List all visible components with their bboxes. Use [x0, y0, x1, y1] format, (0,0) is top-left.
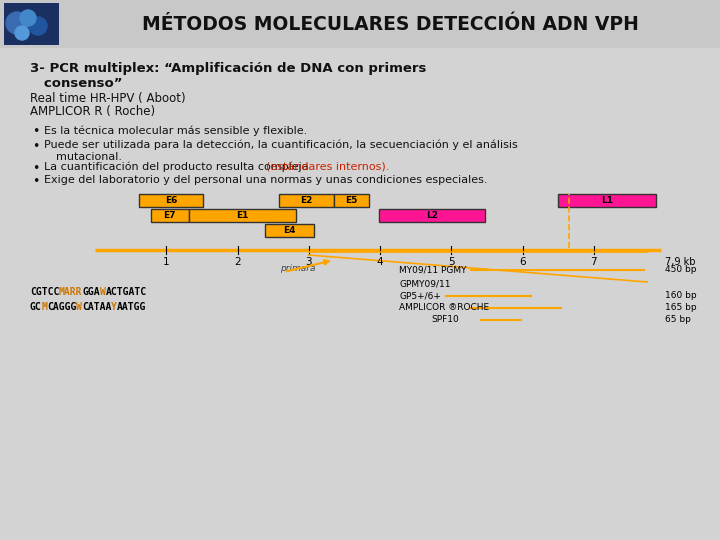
Text: L1: L1 [601, 196, 613, 205]
Text: L2: L2 [426, 211, 438, 220]
Text: GGA: GGA [82, 287, 100, 297]
Text: E1: E1 [236, 211, 248, 220]
Text: 4: 4 [377, 257, 383, 267]
Text: Y: Y [111, 302, 117, 312]
Bar [279, 194, 333, 207]
Circle shape [29, 17, 47, 35]
Text: 3- PCR multiplex: “Amplificación de DNA con primers: 3- PCR multiplex: “Amplificación de DNA … [30, 62, 426, 75]
Text: MY09/11 PGMY: MY09/11 PGMY [400, 266, 467, 274]
Text: CGTCC: CGTCC [30, 287, 59, 297]
Text: 6: 6 [519, 257, 526, 267]
Text: La cuantificación del producto resulta compleja: La cuantificación del producto resulta c… [44, 162, 312, 172]
Text: 165 bp: 165 bp [665, 303, 697, 313]
Text: 1: 1 [163, 257, 170, 267]
Bar [558, 194, 657, 207]
Text: Puede ser utilizada para la detección, la cuantificación, la secuenciación y el : Puede ser utilizada para la detección, l… [44, 140, 518, 151]
Bar [264, 224, 315, 237]
Bar [4, 3, 59, 45]
Text: Es la técnica molecular más sensible y flexible.: Es la técnica molecular más sensible y f… [44, 125, 307, 136]
Text: AMPLICOR R ( Roche): AMPLICOR R ( Roche) [30, 105, 155, 118]
Text: E6: E6 [165, 196, 177, 205]
Text: MARR: MARR [59, 287, 83, 297]
Text: CAGGG: CAGGG [48, 302, 77, 312]
Text: W: W [99, 287, 105, 297]
Bar [333, 194, 369, 207]
Text: E7: E7 [163, 211, 176, 220]
Text: W: W [76, 302, 82, 312]
Text: •: • [32, 175, 40, 188]
Text: AMPLICOR ®ROCHE: AMPLICOR ®ROCHE [400, 303, 490, 313]
Text: primara: primara [280, 264, 316, 273]
Text: 160 bp: 160 bp [665, 292, 697, 300]
Text: mutacional.: mutacional. [56, 152, 122, 162]
Text: CATAA: CATAA [82, 302, 112, 312]
Text: 3: 3 [305, 257, 312, 267]
Text: 7,9 kb: 7,9 kb [665, 257, 696, 267]
Text: 5: 5 [448, 257, 454, 267]
Text: GPMY09/11: GPMY09/11 [400, 280, 451, 288]
Text: AATGG: AATGG [117, 302, 146, 312]
Text: 450 bp: 450 bp [665, 266, 697, 274]
Bar [189, 209, 296, 222]
Text: SPF10: SPF10 [431, 315, 459, 325]
Circle shape [6, 12, 28, 34]
Text: (estándares internos).: (estándares internos). [266, 162, 389, 172]
Bar [150, 209, 189, 222]
Text: GP5+/6+: GP5+/6+ [400, 292, 441, 300]
Text: E2: E2 [300, 196, 312, 205]
Bar [379, 209, 485, 222]
Text: M: M [42, 302, 48, 312]
Text: GC: GC [30, 302, 42, 312]
Text: •: • [32, 162, 40, 175]
Circle shape [20, 10, 36, 26]
Bar [0, 0, 720, 48]
Text: 2: 2 [234, 257, 240, 267]
Text: Exige del laboratorio y del personal una normas y unas condiciones especiales.: Exige del laboratorio y del personal una… [44, 175, 487, 185]
Text: Real time HR-HPV ( Aboot): Real time HR-HPV ( Aboot) [30, 92, 186, 105]
Text: E4: E4 [283, 226, 296, 235]
Text: MÉTODOS MOLECULARES DETECCIÓN ADN VPH: MÉTODOS MOLECULARES DETECCIÓN ADN VPH [142, 15, 639, 33]
Text: 65 bp: 65 bp [665, 315, 691, 325]
Text: consenso”: consenso” [30, 77, 122, 90]
Text: E5: E5 [346, 196, 358, 205]
Text: •: • [32, 140, 40, 153]
Text: ACTGATC: ACTGATC [105, 287, 147, 297]
Circle shape [15, 26, 29, 40]
Text: •: • [32, 125, 40, 138]
Bar [139, 194, 203, 207]
Text: 7: 7 [590, 257, 597, 267]
